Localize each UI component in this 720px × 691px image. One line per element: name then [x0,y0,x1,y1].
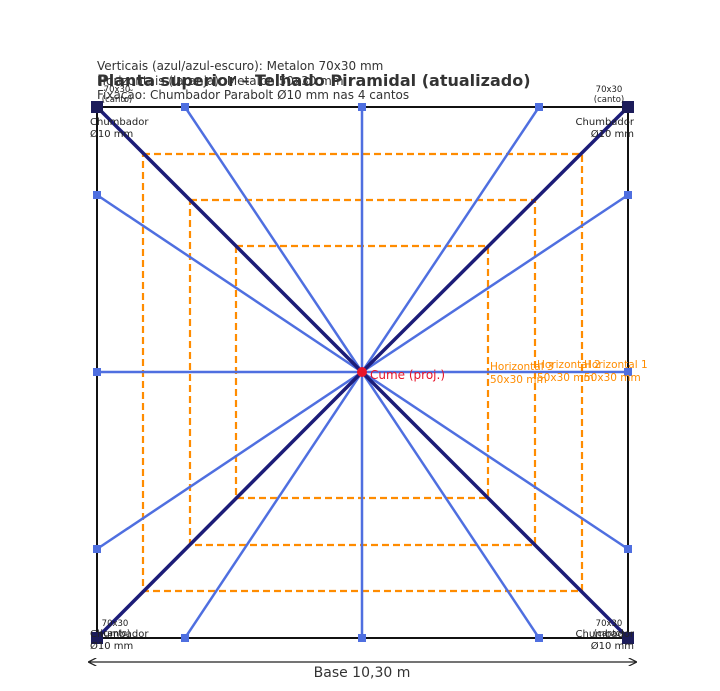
rafter [361,370,629,551]
post [535,103,543,111]
header-line: Horizontais (laranja): Metalon 50x30 mm [97,74,344,88]
rafter [183,106,364,373]
post [358,103,366,111]
apex [357,367,367,377]
horizontal-size: 50x30 mm [490,374,547,386]
hip-rafter [95,105,364,374]
post [624,368,632,376]
hip-rafter [360,105,630,374]
hip-rafter [95,370,364,640]
corner-size: 70x30 [104,85,131,95]
post [181,634,189,642]
rafter [360,371,541,639]
corner-size: 70x30 [596,85,623,95]
corner-note: (canto) [594,629,624,639]
title: Planta superior – Telhado Piramidal (atu… [97,71,531,90]
horizontal-size: 50x30 mm [537,372,594,384]
corner-anchor: Chumbador [576,629,635,640]
corner-anchor-size: Ø10 mm [591,128,634,140]
post [624,191,632,199]
rafter [361,193,629,374]
header-line: Fixação: Chumbador Parabolt Ø10 mm nas 4… [97,88,409,102]
corner-note: (canto) [100,629,130,639]
horizontal-size: 50x30 mm [584,372,641,384]
corner-size: 70x30 [596,619,623,629]
corner-post [622,101,634,113]
horizontal-name: Horizontal 1 [584,359,648,371]
rafter [96,370,363,551]
header-line: Verticais (azul/azul-escuro): Metalon 70… [97,59,383,73]
corner-anchor-size: Ø10 mm [90,640,133,652]
corner-size: 70x30 [102,619,129,629]
rafter [96,193,363,374]
corner-note: (canto) [102,95,132,105]
post [535,634,543,642]
post [93,368,101,376]
hip-rafter [360,370,630,640]
corner-anchor-size: Ø10 mm [90,128,133,140]
corner-post [91,101,103,113]
post [624,545,632,553]
corner-anchor-size: Ø10 mm [591,640,634,652]
corner-anchor: Chumbador [90,117,149,128]
horizontal-name: Horizontal 3 [490,361,554,373]
frame [91,101,634,644]
post [181,103,189,111]
base-label: Base 10,30 m [314,665,411,681]
corner-post [91,632,103,644]
horizontal-name: Horizontal 2 [537,359,601,371]
post [93,191,101,199]
rafter [360,106,541,373]
post [93,545,101,553]
apex-label: Cume (proj.) [370,368,445,382]
corner-note: (canto) [594,95,624,105]
rafter [183,371,364,639]
corner-post [622,632,634,644]
corner-anchor: Chumbador [90,629,149,640]
corner-anchor: Chumbador [576,117,635,128]
post [358,634,366,642]
